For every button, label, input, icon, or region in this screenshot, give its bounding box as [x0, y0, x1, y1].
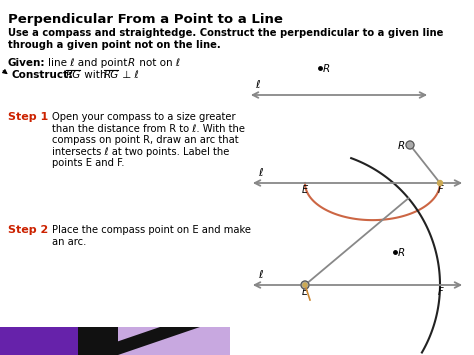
Text: Perpendicular From a Point to a Line: Perpendicular From a Point to a Line: [8, 13, 283, 26]
Text: RG: RG: [104, 70, 119, 80]
Text: ℓ: ℓ: [258, 168, 263, 178]
Text: with: with: [81, 70, 110, 80]
Text: ⊥ ℓ: ⊥ ℓ: [119, 70, 139, 80]
Text: line ℓ and point: line ℓ and point: [48, 58, 131, 68]
Polygon shape: [95, 327, 230, 355]
Text: Use a compass and straightedge. Construct the perpendicular to a given line
thro: Use a compass and straightedge. Construc…: [8, 28, 443, 50]
Text: Step 1: Step 1: [8, 112, 48, 122]
Text: R: R: [323, 64, 330, 74]
Circle shape: [438, 180, 443, 186]
Text: RG: RG: [66, 70, 81, 80]
Text: Open your compass to a size greater
than the distance from R to ℓ. With the
comp: Open your compass to a size greater than…: [52, 112, 245, 168]
Text: E: E: [302, 287, 308, 297]
Text: not on ℓ: not on ℓ: [136, 58, 180, 68]
Polygon shape: [0, 327, 95, 355]
Text: R: R: [398, 248, 405, 258]
Text: Place the compass point on E and make
an arc.: Place the compass point on E and make an…: [52, 225, 251, 247]
Text: Step 2: Step 2: [8, 225, 48, 235]
Circle shape: [406, 141, 414, 149]
Text: F: F: [438, 287, 444, 297]
Text: ℓ: ℓ: [255, 80, 260, 90]
Text: E: E: [302, 185, 308, 195]
Circle shape: [301, 281, 309, 289]
Text: Given:: Given:: [8, 58, 46, 68]
Circle shape: [303, 283, 307, 287]
Text: F: F: [438, 185, 444, 195]
Text: R: R: [128, 58, 135, 68]
Text: ℓ: ℓ: [258, 270, 263, 280]
Polygon shape: [78, 327, 118, 355]
Polygon shape: [78, 327, 200, 355]
Text: R: R: [398, 141, 405, 151]
Text: Construct:: Construct:: [12, 70, 73, 80]
